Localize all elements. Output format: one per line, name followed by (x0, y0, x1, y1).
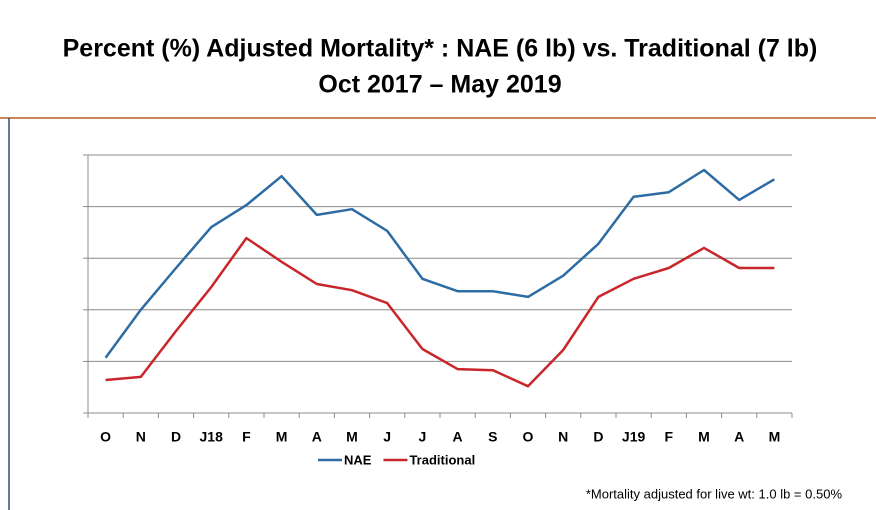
x-tick-label: A (312, 429, 322, 445)
x-tick-label: M (276, 429, 288, 445)
legend-label: Traditional (409, 452, 475, 467)
x-tick-label: J (419, 429, 427, 445)
x-tick-label: J19 (622, 429, 646, 445)
x-tick-label: A (453, 429, 463, 445)
x-tick-label: M (698, 429, 710, 445)
x-tick-label: O (100, 429, 111, 445)
x-tick-label: J18 (200, 429, 224, 445)
x-tick-label: N (558, 429, 568, 445)
x-tick-label: M (346, 429, 358, 445)
x-tick-label: F (665, 429, 674, 445)
x-tick-label: N (136, 429, 146, 445)
x-tick-label: J (383, 429, 391, 445)
series-line (105, 236, 775, 388)
x-tick-label: D (593, 429, 603, 445)
x-tick-label: D (171, 429, 181, 445)
chart-subtitle: Oct 2017 – May 2019 (318, 71, 561, 99)
legend-label: NAE (344, 452, 372, 467)
series-line (104, 168, 776, 359)
x-tick-label: A (734, 429, 744, 445)
x-tick-label: S (488, 429, 497, 445)
x-tick-label: F (242, 429, 251, 445)
chart-title: Percent (%) Adjusted Mortality* : NAE (6… (63, 35, 818, 63)
x-tick-label: O (523, 429, 534, 445)
x-tick-label: M (769, 429, 781, 445)
footnote: *Mortality adjusted for live wt: 1.0 lb … (586, 486, 843, 501)
